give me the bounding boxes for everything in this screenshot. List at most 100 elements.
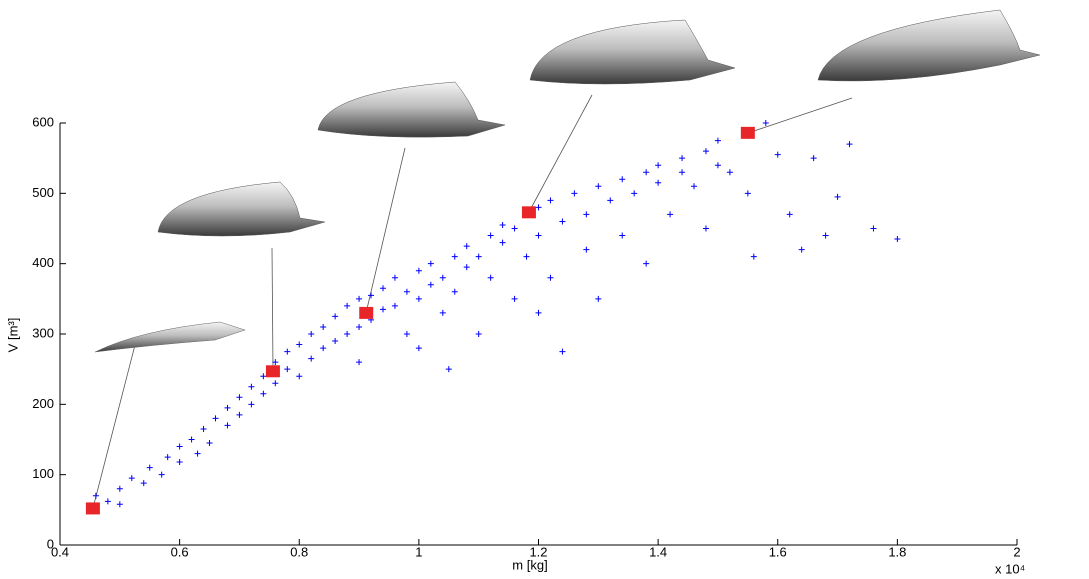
- scatter-point: [116, 501, 123, 508]
- scatter-point: [595, 295, 602, 302]
- scatter-point: [344, 302, 351, 309]
- x-tick-label: 1.8: [888, 544, 906, 559]
- scatter-point: [655, 179, 662, 186]
- y-tick-label: 600: [32, 114, 54, 129]
- scatter-point: [356, 323, 363, 330]
- scatter-point: [128, 475, 135, 482]
- scatter-point: [344, 331, 351, 337]
- scatter-point: [403, 288, 410, 295]
- scatter-point: [332, 338, 339, 345]
- scatter-point: [260, 373, 267, 380]
- scatter-point: [463, 243, 470, 250]
- scatter-point: [379, 306, 386, 313]
- y-tick-label: 300: [32, 325, 54, 340]
- scatter-point: [415, 345, 422, 352]
- scatter-point: [200, 425, 207, 432]
- scatter-point: [655, 162, 662, 169]
- scatter-point: [206, 440, 213, 447]
- scatter-point: [224, 422, 231, 429]
- scatter-point: [607, 197, 614, 204]
- y-tick-label: 100: [32, 466, 54, 481]
- scatter-point: [391, 302, 398, 309]
- scatter-point: [726, 169, 733, 176]
- scatter-point: [714, 162, 721, 169]
- scatter-point: [643, 260, 650, 267]
- scatter-point: [750, 253, 757, 260]
- scatter-point: [511, 295, 518, 302]
- scatter-point: [308, 355, 315, 362]
- aircraft-illustrations: [92, 9, 1041, 509]
- scatter-point: [798, 246, 805, 253]
- scatter-point: [499, 239, 506, 246]
- highlight-point: [740, 126, 755, 139]
- y-axis-label: V [m³]: [5, 318, 20, 353]
- scatter-point: [714, 137, 721, 144]
- scatter-point: [445, 366, 452, 373]
- scatter-point: [451, 253, 458, 260]
- scatter-point: [894, 236, 901, 243]
- scatter-point: [702, 225, 709, 232]
- scatter-point: [368, 292, 375, 299]
- scatter-point: [415, 267, 422, 274]
- scatter-point: [619, 232, 626, 239]
- x-tick-label: 1.2: [529, 544, 547, 559]
- x-tick-label: 1.6: [769, 544, 787, 559]
- scatter-point: [511, 225, 518, 232]
- scatter-point: [595, 183, 602, 190]
- scatter-point: [475, 253, 482, 260]
- scatter-point: [846, 141, 853, 148]
- scatter-point: [439, 309, 446, 316]
- scatter-point: [667, 211, 674, 218]
- scatter-point: [499, 221, 506, 228]
- highlight-point: [521, 206, 536, 219]
- scatter-point: [619, 176, 626, 183]
- scatter-point: [356, 359, 363, 366]
- scatter-point: [583, 211, 590, 218]
- scatter-point: [559, 348, 566, 355]
- scatter-point: [427, 260, 434, 267]
- x-multiplier: x 10⁴: [995, 561, 1025, 576]
- scatter-point: [296, 341, 303, 348]
- scatter-point: [248, 401, 255, 408]
- scatter-point: [248, 383, 255, 390]
- scatter-point: [439, 274, 446, 281]
- scatter-point: [224, 404, 231, 411]
- scatter-point: [272, 359, 279, 366]
- scatter-point: [547, 197, 554, 204]
- scatter-point: [320, 323, 327, 330]
- y-tick-label: 0: [47, 536, 54, 551]
- scatter-point: [451, 288, 458, 295]
- scatter-point: [140, 480, 147, 487]
- highlight-point: [359, 306, 374, 319]
- scatter-point: [403, 331, 410, 337]
- scatter-point: [158, 471, 165, 478]
- scatter-point: [463, 264, 470, 271]
- scatter-point: [810, 155, 817, 162]
- scatter-point: [356, 295, 363, 302]
- y-tick-label: 400: [32, 255, 54, 270]
- scatter-point: [164, 454, 171, 461]
- highlight-point: [85, 502, 100, 515]
- scatter-point: [272, 380, 279, 387]
- scatter-point: [415, 295, 422, 302]
- y-tick-label: 200: [32, 396, 54, 411]
- x-tick-label: 1: [415, 544, 422, 559]
- scatter-point: [284, 348, 291, 355]
- y-tick-label: 500: [32, 185, 54, 200]
- scatter-point: [176, 443, 183, 450]
- highlight-point: [265, 365, 280, 378]
- scatter-point: [834, 193, 841, 200]
- scatter-point: [236, 394, 243, 401]
- scatter-point: [92, 492, 99, 499]
- scatter-point: [320, 345, 327, 352]
- scatter-point: [535, 309, 542, 316]
- scatter-point: [260, 390, 267, 397]
- scatter-point: [475, 331, 482, 337]
- scatter-point: [487, 274, 494, 281]
- scatter-point: [702, 148, 709, 155]
- scatter-point: [744, 190, 751, 197]
- scatter-point: [176, 459, 183, 466]
- scatter-point: [188, 436, 195, 443]
- scatter-point: [535, 204, 542, 211]
